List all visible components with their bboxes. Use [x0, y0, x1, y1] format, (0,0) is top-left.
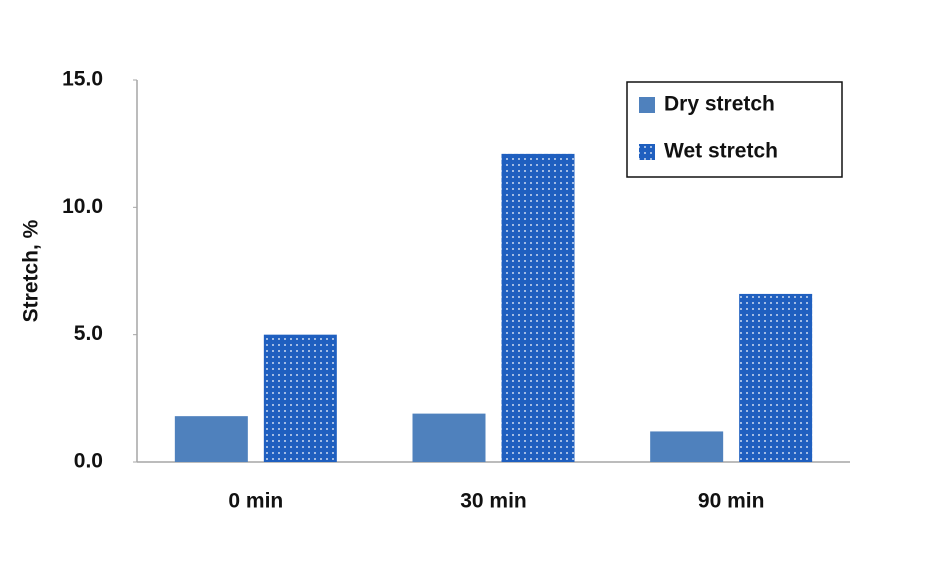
bar [650, 431, 724, 462]
bar [263, 334, 337, 462]
y-tick-label: 15.0 [62, 68, 103, 91]
x-tick-label: 0 min [228, 490, 283, 513]
legend-box [626, 81, 843, 178]
legend-label: Dry stretch [664, 93, 775, 116]
y-tick-label: 5.0 [74, 322, 103, 345]
x-tick-label: 90 min [698, 490, 765, 513]
x-tick-label: 30 min [460, 490, 527, 513]
bar [501, 153, 575, 462]
bar [174, 416, 248, 462]
y-tick-label: 0.0 [74, 450, 103, 473]
legend-label: Wet stretch [664, 140, 778, 163]
y-axis-label: Stretch, % [20, 219, 43, 322]
legend-swatch [639, 144, 655, 160]
y-tick-label: 10.0 [62, 195, 103, 218]
bar [739, 293, 813, 462]
bar [412, 413, 486, 462]
legend-swatch [639, 97, 655, 113]
